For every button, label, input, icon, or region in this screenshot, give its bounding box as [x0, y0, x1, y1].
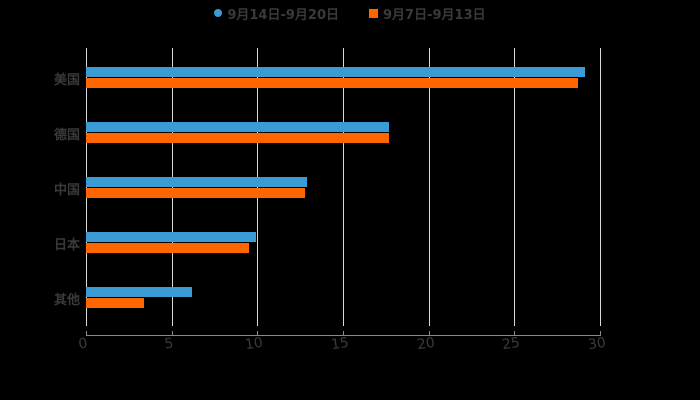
x-tick-label: 0: [77, 335, 89, 353]
y-category-label: 其他: [53, 293, 80, 308]
bar-series-b[interactable]: [86, 298, 144, 308]
gridline: [343, 48, 344, 326]
bar-series-a[interactable]: [86, 232, 256, 242]
circle-marker-icon: [214, 9, 223, 17]
legend-item-series-b[interactable]: 9月7日-9月13日: [369, 4, 486, 23]
gridline: [429, 48, 430, 326]
y-category-label: 中国: [53, 183, 80, 198]
x-tick-label: 10: [244, 334, 264, 354]
bar-series-b[interactable]: [86, 78, 578, 88]
x-axis-tick: [257, 331, 258, 336]
legend-item-series-a[interactable]: 9月14日-9月20日: [214, 4, 339, 23]
y-category-label: 德国: [53, 128, 80, 143]
square-marker-icon: [369, 8, 379, 18]
x-tick-label: 20: [416, 334, 436, 354]
x-axis-tick: [514, 331, 515, 336]
bar-series-b[interactable]: [86, 133, 389, 143]
gridline: [600, 48, 601, 326]
bar-series-a[interactable]: [86, 177, 307, 187]
x-axis-tick: [86, 331, 87, 336]
x-axis-tick: [172, 331, 173, 336]
x-tick-label: 25: [501, 334, 521, 354]
y-category-label: 美国: [53, 73, 80, 88]
bar-series-b[interactable]: [86, 188, 305, 198]
gridline: [172, 48, 173, 326]
gridline: [257, 48, 258, 326]
x-axis-tick: [600, 331, 601, 336]
x-axis-tick: [429, 331, 430, 336]
x-tick-label: 15: [330, 334, 350, 354]
plot-area: [86, 48, 601, 326]
legend-label-series-b: 9月7日-9月13日: [383, 7, 486, 23]
bar-series-a[interactable]: [86, 122, 389, 132]
y-category-label: 日本: [53, 238, 80, 253]
x-tick-label: 30: [587, 334, 607, 354]
chart-legend: 9月14日-9月20日 9月7日-9月13日: [0, 3, 700, 23]
bar-series-a[interactable]: [86, 67, 585, 77]
bar-series-b[interactable]: [86, 243, 249, 253]
x-axis-tick: [343, 331, 344, 336]
gridline: [86, 48, 87, 326]
bar-series-a[interactable]: [86, 287, 192, 297]
x-tick-label: 5: [163, 335, 175, 353]
gridline: [514, 48, 515, 326]
legend-label-series-a: 9月14日-9月20日: [227, 7, 340, 23]
